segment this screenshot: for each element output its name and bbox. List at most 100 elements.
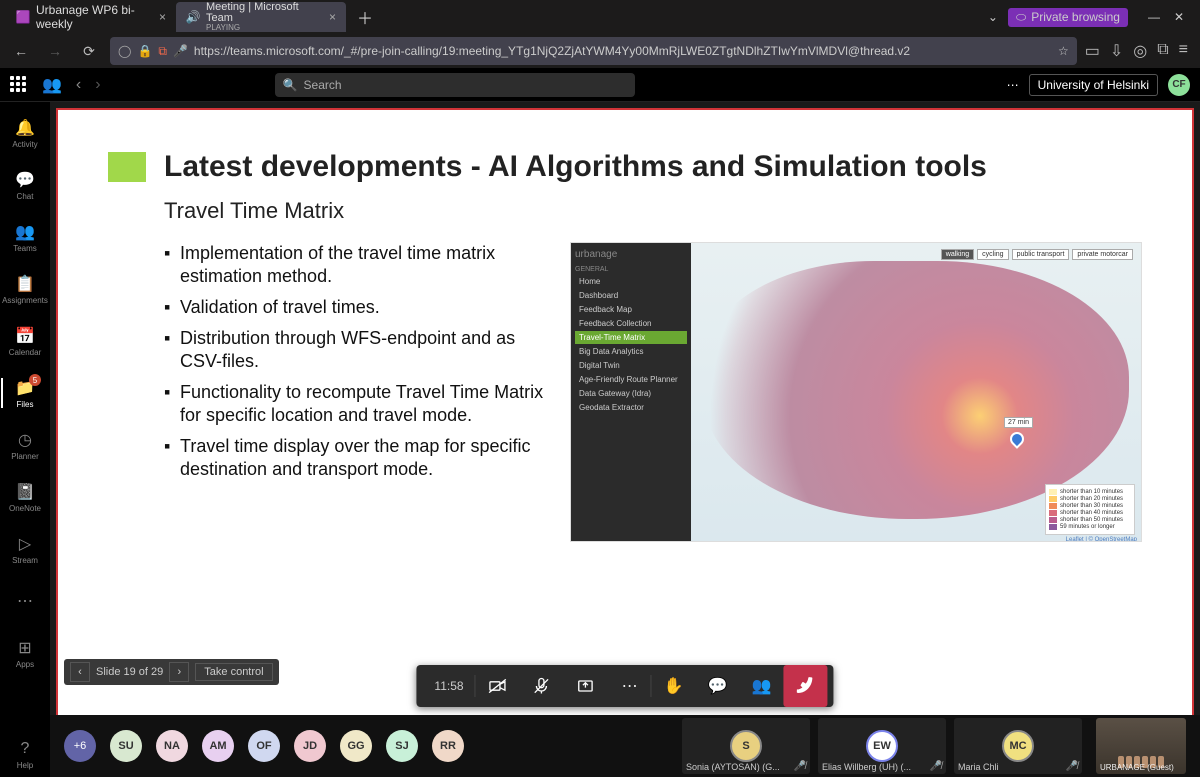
teams-header: 👥 ‹ › 🔍 Search ⋯ University of Helsinki … — [0, 68, 1200, 102]
rail-label: Planner — [11, 452, 39, 461]
extensions-icon[interactable]: ⧉ — [1157, 41, 1168, 61]
assignments-icon: 📋 — [15, 274, 35, 294]
participant-avatar[interactable]: GG — [340, 730, 372, 762]
mock-item: Feedback Map — [575, 303, 687, 316]
participant-avatar[interactable]: SU — [110, 730, 142, 762]
participant-avatar[interactable]: JD — [294, 730, 326, 762]
mock-map: walking cycling public transport private… — [691, 243, 1141, 541]
menu-icon[interactable]: ≡ — [1179, 41, 1188, 61]
participant-tile[interactable]: MCMaria Chli🎤̸ — [954, 718, 1082, 774]
mode-tab: private motorcar — [1072, 249, 1133, 260]
rail-activity[interactable]: 🔔Activity — [1, 110, 49, 156]
participant-avatar[interactable]: AM — [202, 730, 234, 762]
rail-teams[interactable]: 👥Teams — [1, 214, 49, 260]
onenote-icon: 📓 — [15, 482, 35, 502]
participant-name: URBANAGE (Guest) — [1100, 763, 1174, 772]
heatmap — [703, 261, 1129, 519]
chat-icon: 💬 — [15, 170, 35, 190]
rail-label: Teams — [13, 244, 37, 253]
browser-tab[interactable]: 🟪 Urbanage WP6 bi-weekly × — [6, 2, 176, 32]
camera-button[interactable] — [476, 665, 520, 707]
browser-tab-active[interactable]: 🔊 Meeting | Microsoft Team PLAYING × — [176, 2, 346, 32]
url-icons: ◯ 🔒 ⧉ 🎤 — [118, 44, 188, 59]
org-switcher[interactable]: University of Helsinki — [1029, 74, 1158, 96]
take-control-button[interactable]: Take control — [195, 663, 272, 681]
account-icon[interactable]: ◎ — [1133, 41, 1147, 61]
close-button[interactable]: ✕ — [1174, 10, 1184, 24]
participant-tile[interactable]: SSonia (AYTOSAN) (G...🎤̸ — [682, 718, 810, 774]
help-icon: ? — [15, 739, 35, 759]
permissions-icon: ⧉ — [158, 44, 167, 59]
participant-avatar[interactable]: SJ — [386, 730, 418, 762]
private-browsing-badge: ⬭ Private browsing — [1008, 8, 1128, 27]
rail-label: Assignments — [2, 296, 48, 305]
hangup-button[interactable] — [784, 665, 828, 707]
participant-avatar[interactable]: RR — [432, 730, 464, 762]
participant-avatar: EW — [866, 730, 898, 762]
download-icon[interactable]: ⇩ — [1110, 41, 1123, 61]
bookmark-icon[interactable]: ☆ — [1058, 44, 1069, 58]
url-text: https://teams.microsoft.com/_#/pre-join-… — [194, 44, 910, 58]
teams-logo-icon[interactable]: 👥 — [42, 75, 62, 95]
search-input[interactable]: 🔍 Search — [275, 73, 635, 97]
close-icon[interactable]: × — [329, 10, 336, 24]
bell-icon: 🔔 — [15, 118, 35, 138]
rail-label: Help — [17, 761, 33, 770]
next-slide-button[interactable]: › — [169, 662, 189, 682]
planner-icon: ◷ — [15, 430, 35, 450]
back-button[interactable]: ← — [8, 38, 34, 64]
rail-planner[interactable]: ◷ Planner — [1, 422, 49, 468]
private-label: Private browsing — [1031, 10, 1120, 24]
more-icon[interactable]: ⋯ — [1007, 78, 1019, 92]
participant-avatar[interactable]: OF — [248, 730, 280, 762]
rail-stream[interactable]: ▷Stream — [1, 526, 49, 572]
rail-assignments[interactable]: 📋 Assignments — [1, 266, 49, 312]
forward-button[interactable]: → — [42, 38, 68, 64]
mode-tab: cycling — [977, 249, 1008, 260]
participant-name: Maria Chli — [958, 762, 999, 772]
mock-brand: urbanage — [575, 249, 687, 260]
reload-button[interactable]: ⟳ — [76, 38, 102, 64]
rail-chat[interactable]: 💬 Chat — [1, 162, 49, 208]
reader-icon[interactable]: ▭ — [1085, 41, 1100, 61]
participant-avatar[interactable]: NA — [156, 730, 188, 762]
people-button[interactable]: 👥 — [740, 665, 784, 707]
minimize-button[interactable]: — — [1148, 10, 1160, 24]
rail-more[interactable]: ⋯ — [1, 578, 49, 624]
rail-onenote[interactable]: 📓OneNote — [1, 474, 49, 520]
share-button[interactable] — [564, 665, 608, 707]
rail-calendar[interactable]: 📅Calendar — [1, 318, 49, 364]
rail-label: Chat — [17, 192, 34, 201]
mock-item: Digital Twin — [575, 359, 687, 372]
stream-icon: ▷ — [15, 534, 35, 554]
chevron-down-icon[interactable]: ⌄ — [988, 10, 998, 24]
app-launcher-icon[interactable] — [10, 76, 28, 94]
accent-block — [108, 152, 146, 182]
rail-apps[interactable]: ⊞Apps — [1, 630, 49, 676]
mode-tab: walking — [941, 249, 974, 260]
history-fwd-icon[interactable]: › — [95, 76, 100, 94]
mic-muted-icon: 🎤̸ — [930, 761, 942, 772]
close-icon[interactable]: × — [159, 10, 166, 24]
slide-nav-bar: ‹ Slide 19 of 29 › Take control — [64, 659, 279, 685]
raise-hand-button[interactable]: ✋ — [652, 665, 696, 707]
mic-button[interactable] — [520, 665, 564, 707]
more-button[interactable]: ⋯ — [608, 665, 652, 707]
video-tile[interactable]: URBANAGE (Guest) — [1096, 718, 1186, 774]
new-tab-button[interactable]: ＋ — [352, 4, 378, 30]
participant-tile[interactable]: EWElias Willberg (UH) (... 🎤̸ — [818, 718, 946, 774]
search-placeholder: Search — [304, 78, 342, 92]
overflow-count[interactable]: +6 — [64, 730, 96, 762]
participant-avatar: MC — [1002, 730, 1034, 762]
rail-help[interactable]: ? Help — [1, 731, 49, 777]
address-bar[interactable]: ◯ 🔒 ⧉ 🎤 https://teams.microsoft.com/_#/p… — [110, 37, 1077, 65]
rail-files[interactable]: 5📁Files — [1, 370, 49, 416]
participant-name: Elias Willberg (UH) (... — [822, 762, 911, 772]
history-back-icon[interactable]: ‹ — [76, 76, 81, 94]
tab-subtitle: PLAYING — [206, 24, 319, 32]
prev-slide-button[interactable]: ‹ — [70, 662, 90, 682]
user-avatar[interactable]: CF — [1168, 74, 1190, 96]
chat-button[interactable]: 💬 — [696, 665, 740, 707]
meeting-stage: Latest developments - AI Algorithms and … — [50, 102, 1200, 777]
map-credit: Leaflet | © OpenStreetMap — [1066, 537, 1137, 542]
